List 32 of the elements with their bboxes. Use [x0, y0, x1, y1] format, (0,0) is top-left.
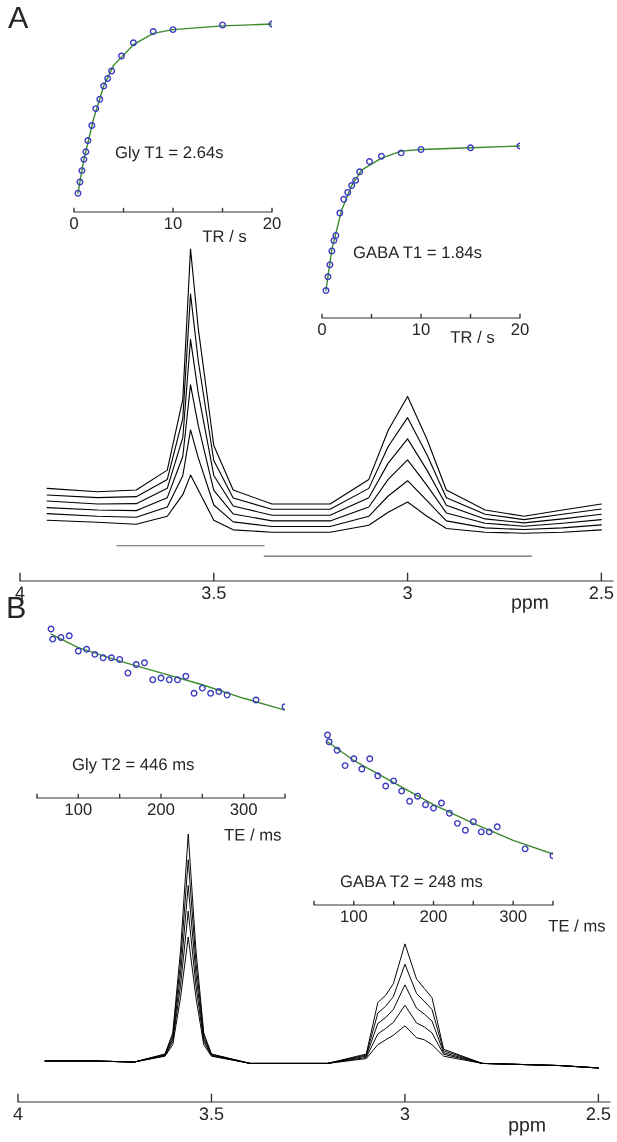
x-axis-title: TE / ms — [548, 919, 605, 932]
x-tick-label: 0 — [318, 323, 326, 336]
x-tick-label: 3.5 — [201, 586, 226, 600]
text: B — [8, 596, 25, 618]
x-tick-label: 0 — [70, 217, 78, 230]
x-tick-label: 200 — [147, 803, 175, 816]
x-tick-label: 4 — [15, 586, 25, 599]
x-tick-label: 10 — [165, 217, 182, 230]
annotation: GABA T2 = 248 ms — [340, 875, 483, 888]
x-axis-title: TR / s — [450, 330, 495, 343]
x-tick-label: 100 — [341, 910, 368, 923]
x-tick-label: 3.5 — [199, 1107, 224, 1121]
x-axis-title: TE / ms — [224, 828, 281, 841]
x-tick-label: 3 — [400, 1107, 410, 1121]
x-tick-label: 200 — [420, 910, 447, 923]
x-tick-label: 4 — [13, 1107, 23, 1120]
x-tick-label: 20 — [263, 217, 281, 230]
text: A — [8, 6, 29, 28]
x-tick-label: 3 — [403, 586, 412, 600]
x-tick-label: 300 — [230, 803, 257, 816]
x-tick-label: 10 — [413, 323, 430, 336]
x-tick-label: 2.5 — [589, 586, 614, 600]
x-tick-label: 300 — [499, 910, 527, 923]
x-axis-title: TR / s — [202, 229, 247, 243]
x-axis-title: ppm — [512, 598, 548, 613]
x-tick-label: 20 — [511, 323, 529, 336]
x-tick-label: 100 — [65, 803, 92, 816]
annotation: Gly T2 = 446 ms — [72, 757, 194, 774]
x-tick-label: 2.5 — [586, 1107, 611, 1121]
annotation: GABA T1 = 1.84s — [353, 246, 482, 259]
x-axis-title: ppm — [509, 1120, 545, 1136]
annotation: Gly T1 = 2.64s — [115, 145, 223, 162]
